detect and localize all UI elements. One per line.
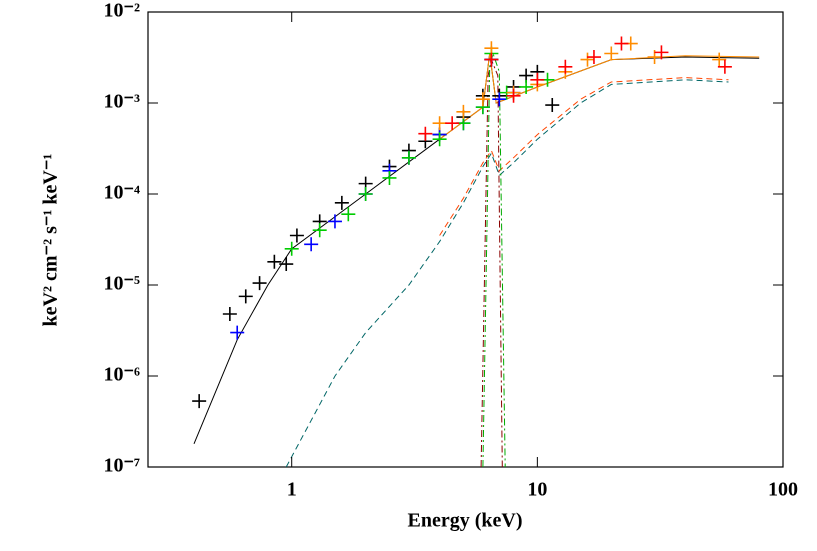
data-point xyxy=(334,195,349,210)
data-point xyxy=(475,92,490,107)
plot-area xyxy=(192,36,760,467)
data-point xyxy=(492,92,507,107)
x-tick-label: 10 xyxy=(527,479,547,501)
data-point xyxy=(519,79,534,94)
data-point xyxy=(604,46,619,61)
y-tick-label: 10⁻⁶ xyxy=(103,364,140,386)
data-point xyxy=(717,59,732,74)
data-point xyxy=(358,187,373,201)
data-point xyxy=(327,214,342,229)
plot-frame xyxy=(147,11,784,468)
data-point xyxy=(545,98,560,113)
data-point xyxy=(289,228,304,243)
data-point xyxy=(558,59,573,74)
data-point xyxy=(267,254,282,269)
data-point xyxy=(418,126,433,141)
y-tick-label: 10⁻⁷ xyxy=(103,455,140,477)
data-point xyxy=(445,116,460,131)
data-point xyxy=(222,307,237,322)
data-point xyxy=(279,257,294,272)
model-line xyxy=(482,51,506,467)
data-point xyxy=(312,223,327,238)
x-tick-label: 100 xyxy=(768,479,798,501)
data-point xyxy=(580,52,595,67)
y-tick-label: 10⁻⁴ xyxy=(103,182,140,204)
model-line xyxy=(439,77,729,236)
y-tick-label: 10⁻³ xyxy=(103,91,140,113)
data-point xyxy=(341,207,356,222)
model-line xyxy=(285,79,729,467)
data-point xyxy=(484,52,499,67)
data-point xyxy=(456,104,471,119)
y-tick-label: 10⁻² xyxy=(103,0,140,22)
y-tick-label: 10⁻⁵ xyxy=(103,273,140,295)
y-axis-title: keV² cm⁻² s⁻¹ keV⁻¹ xyxy=(40,154,62,327)
data-point xyxy=(192,394,207,409)
data-point xyxy=(654,45,669,60)
data-point xyxy=(432,116,447,131)
data-point xyxy=(238,289,253,304)
data-point xyxy=(614,36,629,51)
data-point xyxy=(712,52,727,67)
data-point xyxy=(530,72,545,87)
data-point xyxy=(432,132,447,147)
data-point xyxy=(586,50,601,65)
data-point xyxy=(304,237,319,252)
data-point xyxy=(382,170,397,185)
data-point xyxy=(284,241,299,256)
x-axis-title: Energy (keV) xyxy=(408,510,523,532)
x-tick-label: 1 xyxy=(287,479,297,501)
data-point xyxy=(401,150,416,165)
data-point xyxy=(252,276,267,291)
data-point xyxy=(506,88,521,103)
data-point xyxy=(230,325,245,340)
